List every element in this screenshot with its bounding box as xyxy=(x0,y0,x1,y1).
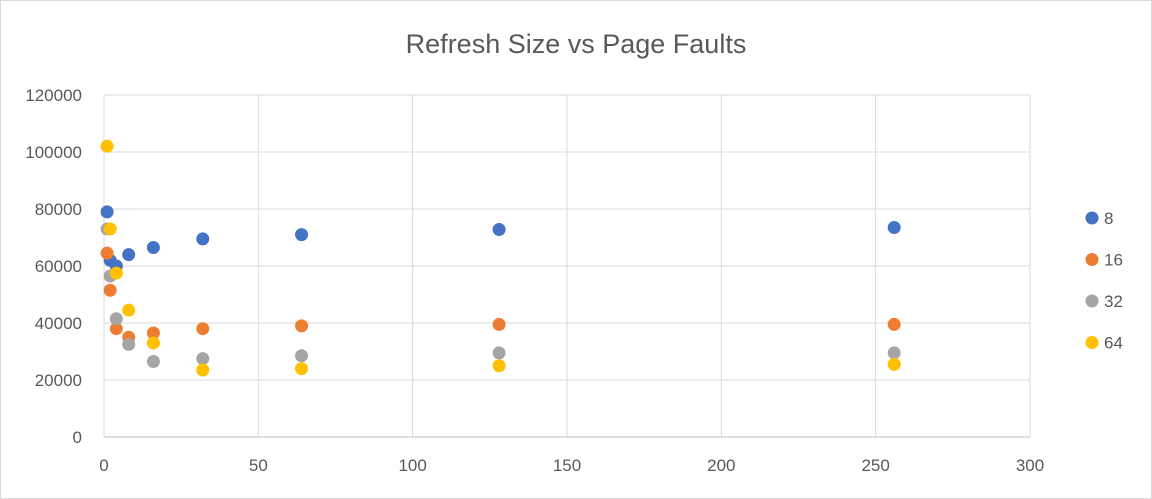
legend-marker xyxy=(1085,336,1099,349)
data-point-series-32 xyxy=(492,346,506,360)
chart-title: Refresh Size vs Page Faults xyxy=(406,29,747,59)
data-point-series-32 xyxy=(122,337,136,351)
x-tick-label: 50 xyxy=(249,456,268,475)
legend-label: 64 xyxy=(1104,334,1123,353)
data-point-series-64 xyxy=(146,336,160,350)
y-tick-label: 80000 xyxy=(35,200,82,219)
data-point-series-8 xyxy=(887,221,901,235)
data-point-series-8 xyxy=(492,223,506,237)
data-point-series-64 xyxy=(109,266,123,280)
x-tick-label: 150 xyxy=(553,456,581,475)
data-point-series-64 xyxy=(103,222,117,236)
y-tick-label: 100000 xyxy=(25,143,82,162)
legend-label: 8 xyxy=(1104,209,1113,228)
legend-marker xyxy=(1085,253,1099,266)
data-point-series-64 xyxy=(100,139,114,153)
axes: 0 20000 40000 60000 80000 100000 120000 0 50 100 1… xyxy=(25,86,1044,475)
x-tick-label: 0 xyxy=(99,456,108,475)
x-tick-label: 250 xyxy=(861,456,889,475)
data-point-series-64 xyxy=(295,362,309,376)
data-point-series-16 xyxy=(295,319,309,333)
x-tick-label: 300 xyxy=(1016,456,1044,475)
data-point-series-16 xyxy=(146,326,160,340)
data-point-series-64 xyxy=(122,303,136,317)
data-point-series-8 xyxy=(146,240,160,254)
data-point-series-8 xyxy=(100,205,114,219)
data-point-series-8 xyxy=(122,248,136,262)
data-point-series-16 xyxy=(100,246,114,260)
data-points xyxy=(100,139,901,377)
data-point-series-8 xyxy=(295,228,309,242)
data-point-series-16 xyxy=(887,317,901,331)
y-tick-label: 0 xyxy=(73,428,82,447)
grid-lines xyxy=(104,94,1031,437)
data-point-series-16 xyxy=(109,322,123,336)
data-point-series-16 xyxy=(492,317,506,331)
data-point-series-32 xyxy=(295,349,309,363)
data-point-series-32 xyxy=(109,312,123,326)
data-point-series-64 xyxy=(492,359,506,373)
data-point-series-32 xyxy=(146,354,160,368)
data-point-series-64 xyxy=(196,363,210,377)
data-point-series-8 xyxy=(196,232,210,246)
legend-marker xyxy=(1085,294,1099,308)
legend: 8 16 32 64 xyxy=(1085,209,1123,353)
x-tick-label: 200 xyxy=(707,456,735,475)
data-point-series-32 xyxy=(196,352,210,366)
data-point-series-32 xyxy=(887,346,901,360)
y-tick-label: 60000 xyxy=(35,257,82,276)
x-tick-label: 100 xyxy=(398,456,426,475)
data-point-series-64 xyxy=(887,357,901,371)
legend-label: 16 xyxy=(1104,251,1123,270)
legend-label: 32 xyxy=(1104,292,1123,311)
legend-marker xyxy=(1085,211,1099,225)
y-tick-label: 120000 xyxy=(25,86,82,105)
y-tick-label: 20000 xyxy=(35,371,82,390)
y-tick-label: 40000 xyxy=(35,314,82,333)
data-point-series-16 xyxy=(196,322,210,336)
data-point-series-16 xyxy=(103,283,117,297)
